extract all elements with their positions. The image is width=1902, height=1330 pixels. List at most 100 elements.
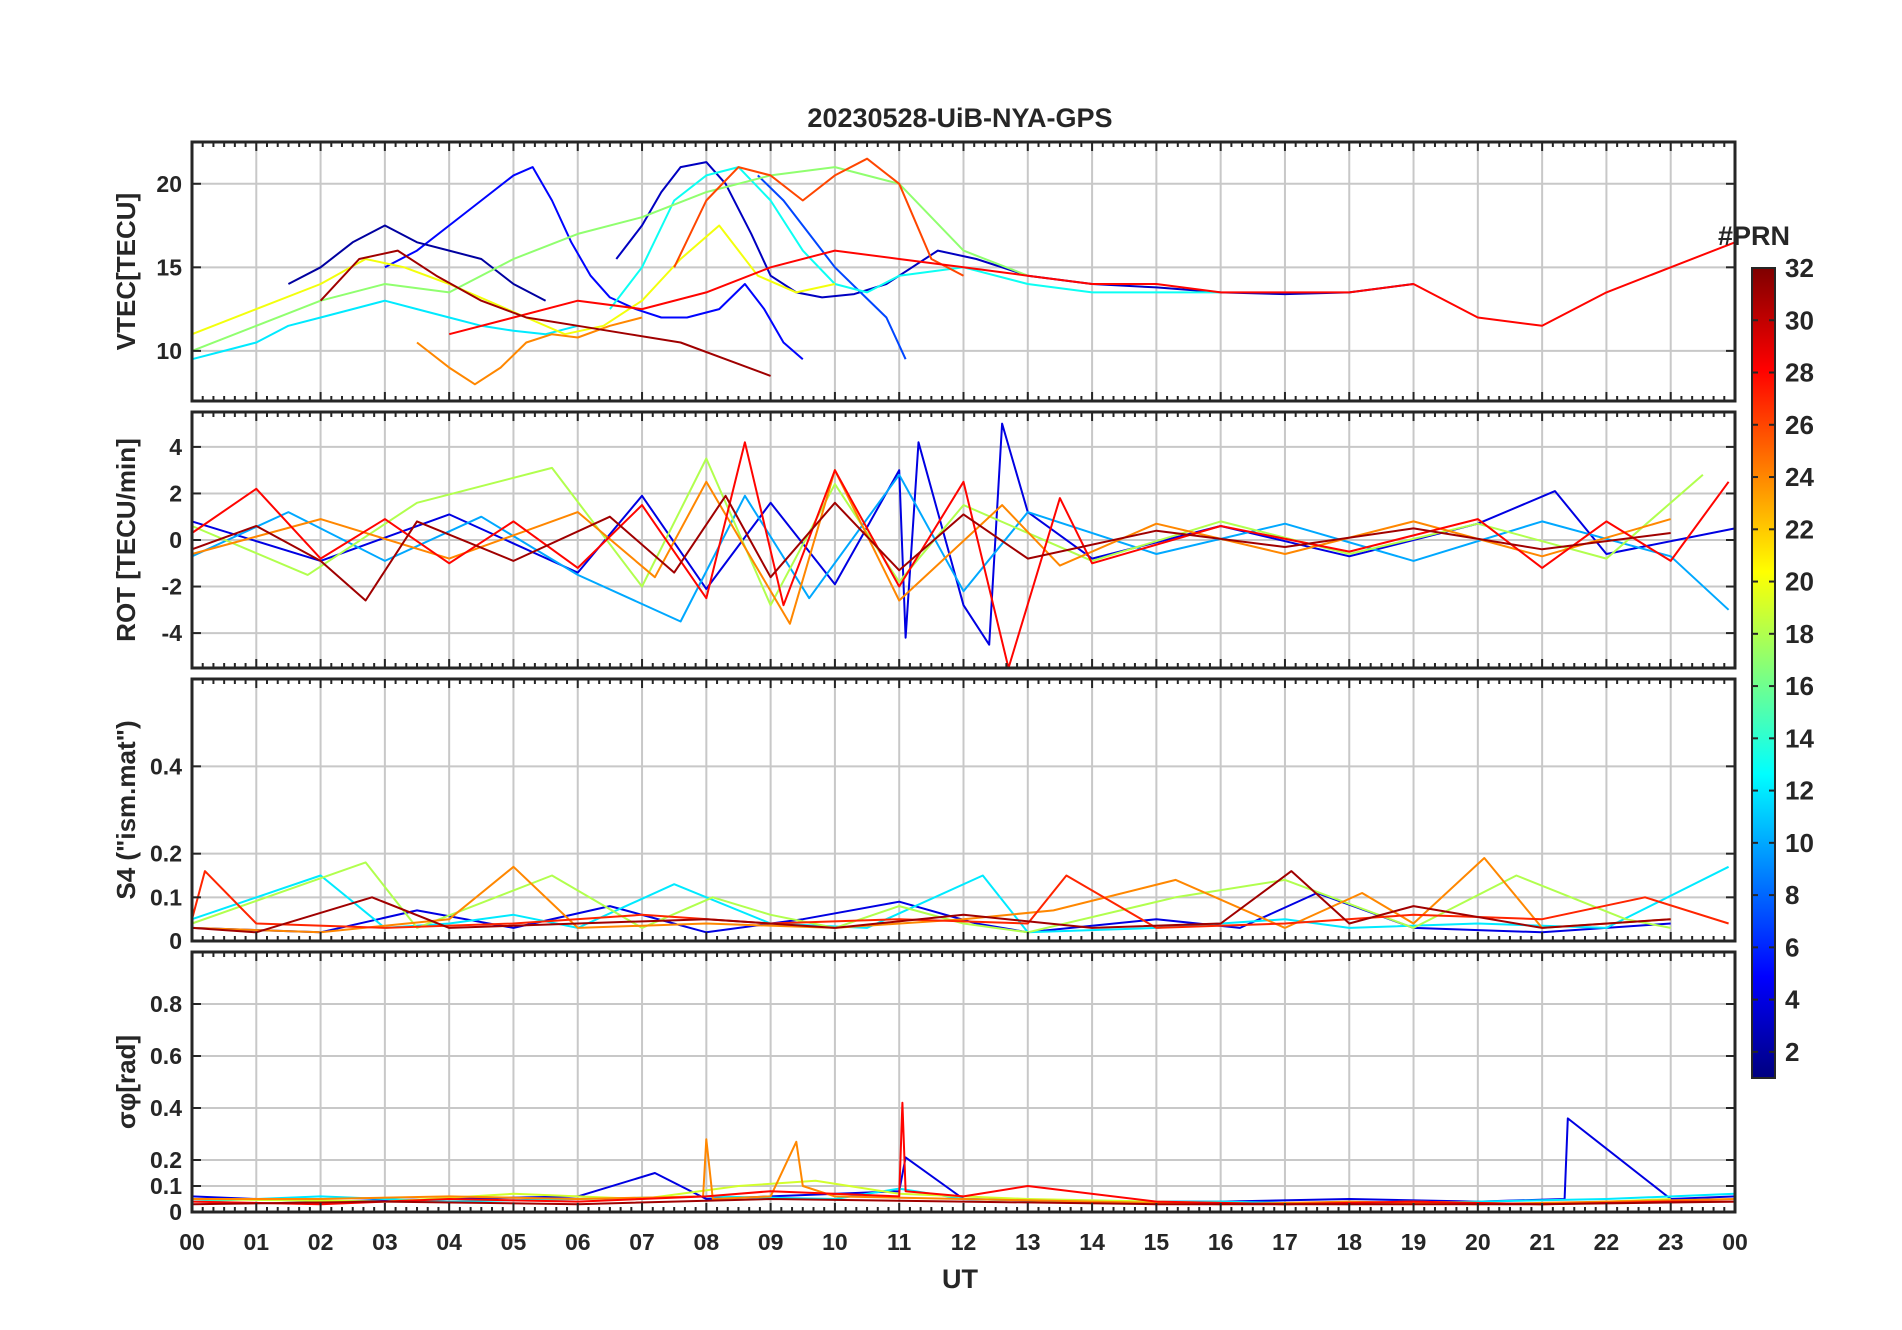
y-axis-label: VTEC[TECU] bbox=[111, 193, 141, 350]
x-tick-label: 04 bbox=[436, 1229, 462, 1255]
series-line-prn-18 bbox=[191, 861, 1671, 934]
colorbar-tick-label: 32 bbox=[1785, 253, 1814, 283]
series-line-prn-24 bbox=[191, 857, 1671, 934]
y-axis-label: S4 ("ism.mat") bbox=[111, 720, 141, 899]
colorbar-tick-label: 22 bbox=[1785, 514, 1814, 544]
series-line-prn-28 bbox=[191, 1101, 1735, 1206]
series-line-prn-7 bbox=[757, 174, 907, 360]
series-line-prn-28 bbox=[191, 441, 1730, 669]
series-line-prn-4 bbox=[191, 422, 1736, 646]
colorbar-tick-label: 16 bbox=[1785, 671, 1814, 701]
colorbar-scale bbox=[1751, 267, 1776, 1079]
x-tick-label: 23 bbox=[1658, 1229, 1684, 1255]
x-tick-label: 11 bbox=[887, 1229, 912, 1255]
x-tick-label: 17 bbox=[1272, 1229, 1298, 1255]
series-group bbox=[191, 157, 1736, 386]
colorbar-tick-label: 6 bbox=[1785, 932, 1799, 962]
colorbar-tick-label: 14 bbox=[1785, 723, 1814, 753]
y-tick-label: -2 bbox=[162, 574, 182, 600]
y-tick-label: 0 bbox=[169, 1199, 182, 1225]
y-tick-label: 0.6 bbox=[150, 1043, 182, 1069]
y-tick-label: 0 bbox=[169, 928, 182, 954]
y-tick-label: 20 bbox=[156, 171, 182, 197]
x-tick-label: 19 bbox=[1401, 1229, 1427, 1255]
colorbar-tick-label: 24 bbox=[1785, 462, 1814, 492]
series-group bbox=[191, 857, 1730, 934]
panel-frame bbox=[190, 950, 1737, 1214]
x-tick-label: 20 bbox=[1465, 1229, 1491, 1255]
series-line-prn-5 bbox=[384, 166, 804, 360]
colorbar-tick-label: 18 bbox=[1785, 619, 1814, 649]
colorbar-tick-label: 28 bbox=[1785, 358, 1814, 388]
x-axis-label: UT bbox=[942, 1264, 978, 1294]
x-tick-label: 02 bbox=[308, 1229, 334, 1255]
colorbar-tick-label: 4 bbox=[1785, 985, 1800, 1015]
y-tick-label: 15 bbox=[156, 254, 182, 280]
colorbar-tick-label: 8 bbox=[1785, 880, 1799, 910]
x-tick-label: 13 bbox=[1015, 1229, 1041, 1255]
y-tick-label: 0.2 bbox=[150, 841, 182, 867]
panel-s4: 0 0.1 0.2 0.4 S4 ("ism.mat") bbox=[111, 677, 1737, 954]
x-tick-label: 00 bbox=[179, 1229, 205, 1255]
y-tick-label: 0.2 bbox=[150, 1147, 182, 1173]
x-tick-label: 06 bbox=[565, 1229, 591, 1255]
x-tick-label: 16 bbox=[1208, 1229, 1234, 1255]
colorbar-tick-label: 30 bbox=[1785, 305, 1814, 335]
x-tick-label: 05 bbox=[501, 1229, 527, 1255]
series-line-prn-31 bbox=[319, 249, 771, 377]
colorbar-tick-label: 12 bbox=[1785, 776, 1814, 806]
x-ticks bbox=[191, 412, 1736, 668]
colorbar-tick-label: 2 bbox=[1785, 1037, 1799, 1067]
y-axis-label: ROT [TECU/min] bbox=[111, 438, 141, 642]
x-tick-label: 00 bbox=[1722, 1229, 1748, 1255]
panel-frame bbox=[190, 677, 1737, 943]
series-group bbox=[191, 422, 1736, 669]
series-line-prn-12 bbox=[191, 865, 1730, 934]
series-line-prn-17 bbox=[191, 166, 1029, 352]
x-tick-label: 21 bbox=[1529, 1229, 1555, 1255]
series-line-prn-18 bbox=[191, 457, 1704, 607]
x-tick-labels: 00 01 02 03 04 05 06 07 08 09 10 11 12 13 14 15 16 17 18 19… bbox=[179, 1229, 1748, 1255]
colorbar-tick-label: 10 bbox=[1785, 828, 1814, 858]
y-tick-label: 4 bbox=[169, 434, 182, 460]
y-tick-label: 10 bbox=[156, 338, 182, 364]
y-tick-label: 0.4 bbox=[150, 1095, 182, 1121]
x-tick-label: 07 bbox=[629, 1229, 655, 1255]
colorbar-tick-label: 26 bbox=[1785, 410, 1814, 440]
x-tick-label: 14 bbox=[1079, 1229, 1105, 1255]
y-tick-label: 0.1 bbox=[150, 1173, 182, 1199]
series-line-prn-10 bbox=[191, 473, 1730, 623]
x-tick-label: 03 bbox=[372, 1229, 398, 1255]
x-tick-label: 22 bbox=[1594, 1229, 1620, 1255]
y-tick-label: -4 bbox=[162, 620, 183, 646]
x-tick-label: 18 bbox=[1336, 1229, 1362, 1255]
colorbar-label: #PRN bbox=[1718, 221, 1790, 251]
figure-title: 20230528-UiB-NYA-GPS bbox=[807, 103, 1112, 133]
panel-rot: -4 -2 0 2 4 ROT [TECU/min] bbox=[111, 410, 1737, 670]
series-line-prn-26 bbox=[673, 157, 964, 277]
series-line-prn-12 bbox=[191, 299, 579, 361]
y-tick-label: 0.4 bbox=[150, 753, 182, 779]
y-tick-label: 0.8 bbox=[150, 991, 182, 1017]
colorbar-tick-label: 20 bbox=[1785, 567, 1814, 597]
y-tick-label: 0.1 bbox=[150, 884, 182, 910]
y-axis-label: σφ[rad] bbox=[111, 1035, 141, 1129]
x-tick-label: 08 bbox=[694, 1229, 720, 1255]
x-tick-label: 15 bbox=[1144, 1229, 1170, 1255]
series-line-prn-31 bbox=[191, 870, 1671, 934]
series-line-prn-20 bbox=[191, 224, 836, 336]
panel-frame bbox=[190, 410, 1737, 670]
y-tick-label: 2 bbox=[169, 480, 182, 506]
x-tick-label: 09 bbox=[758, 1229, 784, 1255]
series-line-prn-2 bbox=[287, 224, 547, 302]
panel-sigma_phi: 00.10.2 0.4 0.6 0.8 σφ[rad] bbox=[111, 950, 1737, 1225]
panel-frame bbox=[190, 140, 1737, 403]
series-line-prn-3 bbox=[615, 161, 1414, 299]
series-line-prn-4 bbox=[191, 1117, 1736, 1203]
series-line-prn-31 bbox=[191, 494, 1671, 602]
panel-vtec: 10 15 20 VTEC[TECU] bbox=[111, 140, 1737, 403]
